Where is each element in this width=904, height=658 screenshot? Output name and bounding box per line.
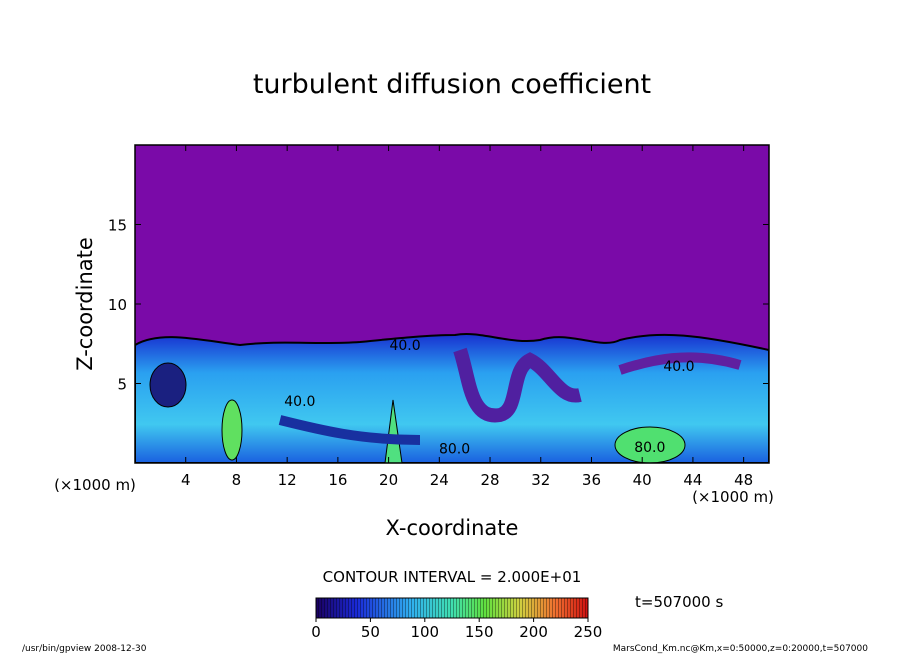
footer-right: MarsCond_Km.nc@Km,x=0:50000,z=0:20000,t=… (613, 644, 868, 654)
time-label: t=507000 s (635, 593, 723, 611)
chart-title: turbulent diffusion coefficient (253, 69, 651, 100)
colorbar-tick-label: 250 (574, 623, 603, 641)
x-tick-label: 16 (328, 471, 347, 489)
y-axis-label: Z-coordinate (73, 237, 97, 371)
colorbar-tick-label: 200 (519, 623, 548, 641)
field (135, 145, 769, 463)
y-tick-label: 10 (108, 296, 127, 314)
x-tick-label: 12 (278, 471, 297, 489)
y-unit: (×1000 m) (692, 488, 774, 506)
x-tick-label: 32 (531, 471, 550, 489)
y-tick-label: 5 (117, 376, 127, 394)
x-tick-label: 28 (480, 471, 499, 489)
x-tick-label: 8 (232, 471, 242, 489)
x-tick-label: 24 (430, 471, 449, 489)
colorbar-tick-label: 100 (410, 623, 439, 641)
colorbar-frame (315, 597, 589, 619)
contour-label: 80.0 (634, 440, 665, 456)
footer-left: /usr/bin/gpview 2008-12-30 (22, 644, 147, 654)
colorbar-tick-label: 50 (361, 623, 380, 641)
x-tick-label: 4 (181, 471, 191, 489)
x-tick-label: 36 (582, 471, 601, 489)
y-tick-label: 15 (108, 217, 127, 235)
x-tick-label: 44 (683, 471, 702, 489)
contour-interval: CONTOUR INTERVAL = 2.000E+01 (323, 568, 582, 586)
x-axis-label: X-coordinate (386, 516, 519, 540)
colorbar-tick-label: 0 (311, 623, 321, 641)
contour-label: 40.0 (284, 394, 315, 410)
contour-label: 40.0 (389, 338, 420, 354)
contour-label: 40.0 (663, 359, 694, 375)
x-unit: (×1000 m) (54, 476, 136, 494)
x-tick-label: 40 (633, 471, 652, 489)
x-tick-label: 48 (734, 471, 753, 489)
contour-label: 80.0 (439, 441, 470, 457)
x-tick-label: 20 (379, 471, 398, 489)
colorbar-tick-label: 150 (465, 623, 494, 641)
